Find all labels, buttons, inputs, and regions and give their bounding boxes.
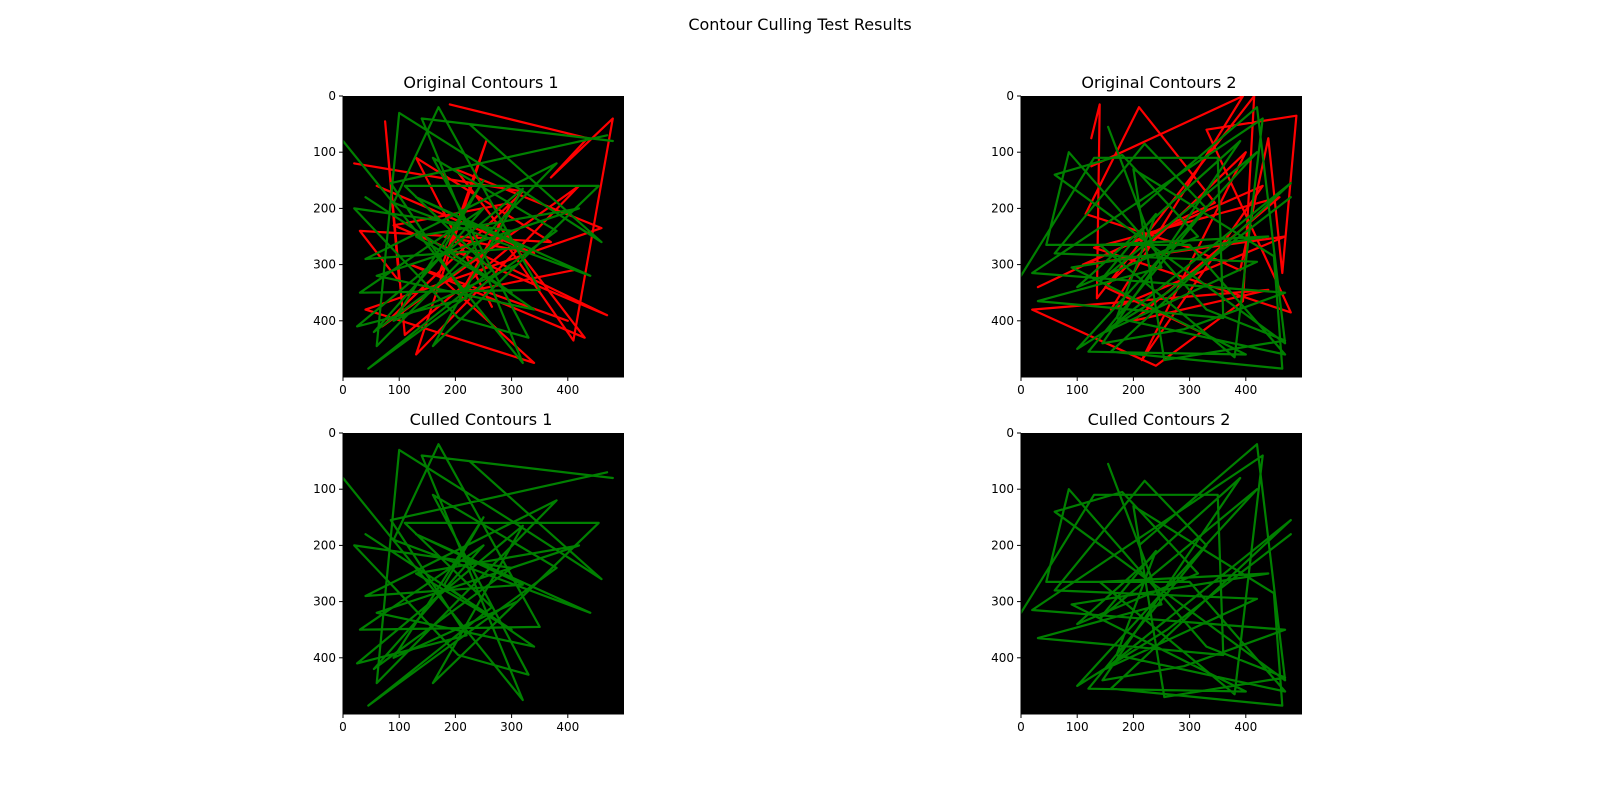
y-tick-label: 400 bbox=[313, 314, 336, 328]
y-tick-label: 0 bbox=[1006, 89, 1014, 103]
subplot-original-contours-1: Original Contours 1 0 100 200 300 400 0 100 200… bbox=[313, 73, 624, 397]
x-tick-label: 0 bbox=[339, 383, 347, 397]
x-tick-label: 200 bbox=[444, 720, 467, 734]
contour-kept bbox=[343, 106, 614, 370]
contour-kept bbox=[343, 443, 614, 707]
y-tick-label: 100 bbox=[991, 482, 1014, 496]
x-tick-label: 300 bbox=[1178, 720, 1201, 734]
contour-culled bbox=[358, 103, 614, 342]
x-tick-label: 100 bbox=[388, 720, 411, 734]
figure-suptitle: Contour Culling Test Results bbox=[688, 15, 911, 34]
subplot-title: Original Contours 2 bbox=[1081, 73, 1236, 92]
contour-kept bbox=[1021, 106, 1292, 370]
y-tick-label: 400 bbox=[313, 651, 336, 665]
y-tick-label: 100 bbox=[313, 145, 336, 159]
plot-area bbox=[1021, 443, 1292, 707]
x-tick-label: 100 bbox=[388, 383, 411, 397]
x-tick-label: 300 bbox=[1178, 383, 1201, 397]
x-tick-label: 200 bbox=[1122, 383, 1145, 397]
x-tick-label: 100 bbox=[1066, 720, 1089, 734]
subplot-title: Culled Contours 1 bbox=[410, 410, 553, 429]
subplot-title: Original Contours 1 bbox=[403, 73, 558, 92]
x-tick-label: 0 bbox=[339, 720, 347, 734]
subplot-culled-contours-2: Culled Contours 2 0 100 200 300 400 0 100 200 30… bbox=[991, 410, 1302, 734]
x-tick-label: 400 bbox=[556, 383, 579, 397]
y-tick-label: 100 bbox=[991, 145, 1014, 159]
y-tick-label: 400 bbox=[991, 651, 1014, 665]
plot-area bbox=[343, 103, 614, 370]
y-tick-label: 0 bbox=[328, 426, 336, 440]
y-tick-label: 300 bbox=[991, 595, 1014, 609]
x-tick-label: 300 bbox=[500, 383, 523, 397]
y-tick-label: 400 bbox=[991, 314, 1014, 328]
plot-area bbox=[1021, 96, 1298, 370]
subplot-culled-contours-1: Culled Contours 1 0 100 200 300 400 0 100 200 30… bbox=[313, 410, 624, 734]
x-tick-label: 0 bbox=[1017, 720, 1025, 734]
x-tick-label: 400 bbox=[556, 720, 579, 734]
y-tick-label: 200 bbox=[313, 201, 336, 215]
y-tick-label: 300 bbox=[991, 258, 1014, 272]
contour-kept bbox=[364, 516, 581, 659]
y-tick-label: 200 bbox=[313, 538, 336, 552]
y-tick-label: 0 bbox=[328, 89, 336, 103]
y-tick-label: 0 bbox=[1006, 426, 1014, 440]
x-tick-label: 0 bbox=[1017, 383, 1025, 397]
plot-area bbox=[343, 443, 614, 707]
subplot-original-contours-2: Original Contours 2 0 100 200 300 400 0 100 200… bbox=[991, 73, 1302, 397]
x-tick-label: 400 bbox=[1234, 720, 1257, 734]
y-tick-label: 200 bbox=[991, 201, 1014, 215]
subplot-title: Culled Contours 2 bbox=[1088, 410, 1231, 429]
x-tick-label: 100 bbox=[1066, 383, 1089, 397]
x-tick-label: 300 bbox=[500, 720, 523, 734]
y-tick-label: 200 bbox=[991, 538, 1014, 552]
y-tick-label: 300 bbox=[313, 258, 336, 272]
contour-kept bbox=[364, 179, 581, 322]
x-tick-label: 200 bbox=[1122, 720, 1145, 734]
x-tick-label: 200 bbox=[444, 383, 467, 397]
y-tick-label: 100 bbox=[313, 482, 336, 496]
y-tick-label: 300 bbox=[313, 595, 336, 609]
contour-kept bbox=[1021, 443, 1292, 707]
x-tick-label: 400 bbox=[1234, 383, 1257, 397]
